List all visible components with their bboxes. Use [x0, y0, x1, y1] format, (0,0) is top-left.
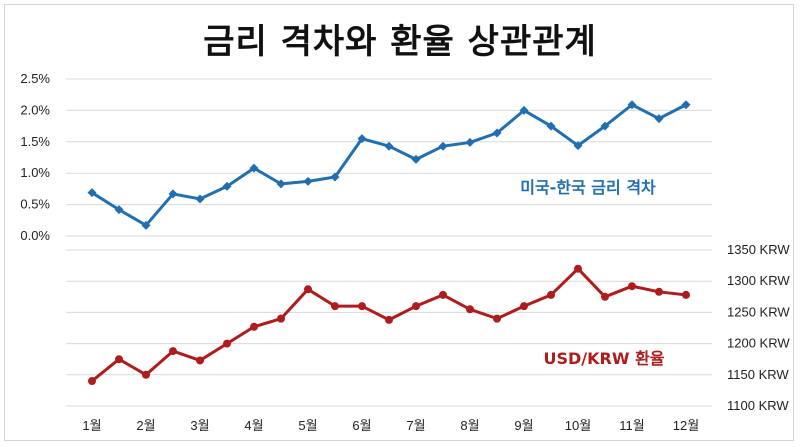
usd-krw-point	[655, 287, 663, 296]
rate-gap-point	[168, 189, 178, 199]
right-tick-label: 1100 KRW	[727, 398, 789, 413]
left-tick-label: 0.0%	[20, 228, 50, 243]
rate-gap-point	[573, 141, 583, 151]
chart-title: 금리 격차와 환율 상관관계	[203, 22, 597, 62]
usd-krw-point	[493, 314, 501, 323]
rate-gap-point	[276, 179, 286, 189]
x-axis-ticks: 1월 2월 3월 4월 5월 6월 7월 8월 9월 10월 11월 12월	[82, 418, 699, 433]
x-tick-label: 5월	[298, 418, 317, 433]
rate-gap-point	[384, 141, 394, 151]
x-tick-label: 11월	[619, 418, 644, 433]
x-tick-label: 1월	[82, 418, 101, 433]
rate-gap-point	[114, 205, 124, 215]
usd-krw-point	[304, 285, 312, 294]
x-tick-label: 4월	[244, 418, 263, 433]
right-axis-ticks: 1100 KRW 1150 KRW 1200 KRW 1250 KRW 1300 KRW…	[727, 242, 790, 413]
x-tick-label: 2월	[136, 418, 155, 433]
left-tick-label: 2.5%	[20, 71, 50, 86]
right-tick-label: 1150 KRW	[727, 367, 789, 382]
usd-krw-point	[385, 315, 393, 324]
x-tick-label: 6월	[352, 418, 371, 433]
usd-krw-point	[439, 290, 447, 299]
right-tick-label: 1300 KRW	[727, 273, 790, 288]
rate-gap-point	[438, 141, 448, 151]
rate-gap-point	[546, 121, 556, 131]
rate-gap-point	[519, 105, 529, 115]
usd-krw-point	[574, 264, 582, 273]
series-label-rate-gap: 미국-한국 금리 격차	[520, 178, 656, 197]
rate-gap-line	[91, 103, 687, 227]
usd-krw-point	[628, 282, 636, 291]
x-tick-label: 9월	[514, 418, 533, 433]
lower-gridlines	[66, 249, 712, 407]
right-tick-label: 1250 KRW	[727, 304, 790, 319]
usd-krw-point	[169, 347, 177, 356]
usd-krw-point	[547, 290, 555, 299]
x-tick-label: 3월	[190, 418, 209, 433]
rate-gap-point	[330, 172, 340, 182]
rate-gap-point	[465, 137, 475, 147]
rate-gap-point	[654, 114, 664, 124]
left-tick-label: 1.0%	[20, 165, 50, 180]
usd-krw-point	[412, 302, 420, 311]
right-tick-label: 1350 KRW	[727, 242, 790, 257]
rate-gap-point	[600, 121, 610, 131]
usd-krw-point	[601, 292, 609, 301]
x-tick-label: 7월	[406, 418, 425, 433]
rate-gap-point	[87, 188, 97, 198]
rate-gap-point	[222, 181, 232, 191]
usd-krw-point	[115, 355, 123, 364]
rate-gap-point	[357, 134, 367, 144]
left-axis-ticks: 0.0% 0.5% 1.0% 1.5% 2.0% 2.5%	[20, 71, 50, 243]
series-label-usd-krw: USD/KRW 환율	[543, 349, 664, 368]
series-layer	[87, 100, 691, 386]
usd-krw-point	[520, 302, 528, 311]
left-tick-label: 1.5%	[20, 134, 50, 149]
x-tick-label: 12월	[673, 418, 699, 433]
rate-gap-point	[627, 100, 637, 110]
usd-krw-point	[196, 356, 204, 365]
usd-krw-point	[223, 339, 231, 348]
usd-krw-point	[277, 314, 285, 323]
rate-gap-point	[249, 163, 259, 173]
left-tick-label: 2.0%	[20, 102, 50, 117]
rate-gap-point	[195, 194, 205, 204]
rate-gap-point	[411, 154, 421, 164]
rate-gap-point	[141, 220, 151, 230]
right-tick-label: 1200 KRW	[727, 336, 790, 351]
usd-krw-point	[88, 377, 96, 386]
x-tick-label: 8월	[460, 418, 479, 433]
x-tick-label: 10월	[565, 418, 591, 433]
usd-krw-point	[250, 322, 258, 331]
rate-gap-point	[303, 176, 313, 186]
upper-gridlines	[66, 78, 712, 237]
usd-krw-point	[331, 302, 339, 311]
usd-krw-point	[358, 302, 366, 311]
rate-gap-point	[681, 100, 691, 110]
usd-krw-point	[466, 305, 474, 314]
rate-gap-point	[492, 128, 502, 138]
usd-krw-point	[142, 370, 150, 379]
left-tick-label: 0.5%	[20, 197, 50, 212]
usd-krw-point	[682, 290, 690, 299]
